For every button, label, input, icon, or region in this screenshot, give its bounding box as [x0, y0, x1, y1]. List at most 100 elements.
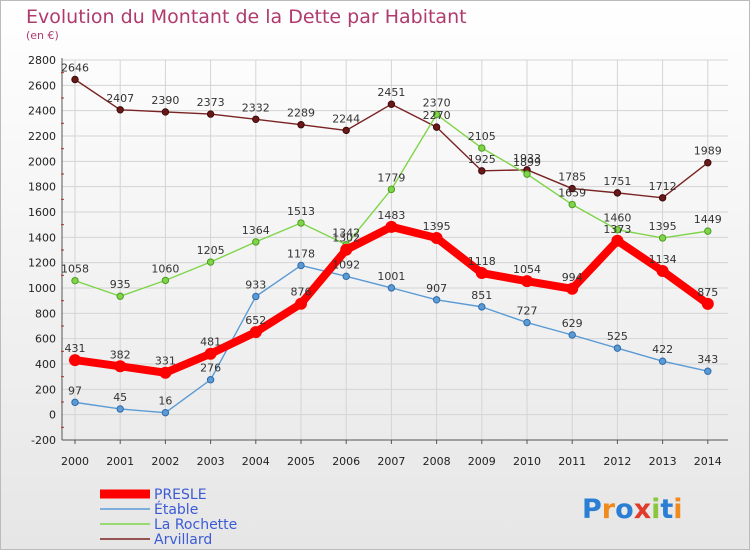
point-presle	[475, 267, 488, 280]
data-label-la-rochette: 2370	[423, 96, 451, 109]
x-tick-label: 2009	[468, 455, 496, 468]
point-arvillard	[568, 184, 576, 193]
point-la-rochette	[432, 110, 441, 119]
y-tick-label: 800	[35, 307, 56, 320]
point-arvillard	[342, 126, 350, 135]
x-tick-label: 2013	[649, 455, 677, 468]
data-label-la-rochette: 1779	[377, 171, 405, 184]
point-la-rochette	[252, 238, 260, 246]
data-label--table: 525	[607, 330, 628, 343]
point--table	[342, 272, 350, 281]
point-presle	[611, 234, 624, 247]
chart-title: Evolution du Montant de la Dette par Hab…	[26, 6, 467, 28]
data-label-arvillard: 1925	[468, 153, 496, 166]
data-label--table: 629	[562, 317, 583, 330]
x-tick-label: 2003	[197, 455, 225, 468]
logo-letter: o	[615, 494, 634, 525]
point--table	[387, 284, 396, 292]
data-label-arvillard: 1751	[603, 175, 631, 188]
x-tick-label: 2006	[332, 455, 360, 468]
data-label--table: 422	[652, 343, 673, 356]
y-tick-label: 2000	[28, 155, 56, 168]
point-la-rochette	[206, 258, 215, 266]
data-label--table: 1178	[287, 247, 315, 260]
x-tick-label: 2005	[287, 455, 315, 468]
data-label-la-rochette: 1449	[694, 213, 722, 226]
data-label--table: 851	[471, 289, 492, 302]
point-arvillard	[704, 159, 712, 167]
data-label--table: 1092	[332, 258, 360, 271]
data-label-la-rochette: 1342	[332, 227, 360, 240]
data-label-la-rochette: 1899	[513, 156, 541, 169]
data-label-presle: 431	[65, 342, 86, 355]
point-la-rochette	[297, 219, 305, 227]
y-tick-label: 2600	[28, 79, 56, 92]
point-la-rochette	[71, 276, 79, 285]
data-label-presle: 1373	[603, 223, 631, 236]
data-label--table: 16	[158, 395, 172, 408]
data-label-la-rochette: 935	[110, 278, 131, 291]
svg-text:Proxiti: Proxiti	[582, 494, 683, 525]
point--table	[116, 405, 124, 413]
data-label--table: 276	[200, 362, 221, 375]
y-tick-label: 0	[49, 409, 56, 422]
point-arvillard	[387, 100, 396, 108]
point-arvillard	[432, 123, 441, 131]
point-la-rochette	[658, 234, 667, 242]
x-tick-label: 2011	[558, 455, 586, 468]
point-la-rochette	[523, 170, 531, 178]
point-arvillard	[297, 121, 305, 129]
y-tick-label: 2400	[28, 105, 56, 118]
logo-letter: x	[634, 494, 651, 525]
data-label-la-rochette: 1364	[242, 224, 270, 237]
logo-letter: t	[660, 494, 673, 525]
point-presle	[340, 243, 353, 256]
data-label-la-rochette: 1659	[558, 187, 586, 200]
data-label-arvillard: 2289	[287, 107, 315, 120]
point--table	[161, 408, 170, 417]
point-arvillard	[252, 115, 260, 123]
point-la-rochette	[161, 276, 170, 285]
data-label-la-rochette: 1513	[287, 205, 315, 218]
x-tick-label: 2012	[603, 455, 631, 468]
data-label-arvillard: 2244	[332, 112, 360, 125]
data-label-arvillard: 1933	[513, 152, 541, 165]
x-tick-label: 2014	[694, 455, 722, 468]
point-presle	[566, 282, 579, 295]
point-presle	[249, 326, 262, 339]
data-label-arvillard: 1712	[649, 180, 677, 193]
data-label-arvillard: 2390	[151, 94, 179, 107]
point-arvillard	[613, 189, 622, 197]
point--table	[297, 261, 305, 270]
data-label-arvillard: 2407	[106, 92, 134, 105]
data-label--table: 727	[517, 305, 538, 318]
data-label-presle: 1302	[332, 232, 360, 245]
series-layer	[69, 75, 714, 417]
y-tick-label: 2800	[28, 54, 56, 67]
data-labels: 2646 2407 2390 2373 2332 2289 2244 2451 2270 1925…	[61, 62, 722, 408]
point--table	[432, 296, 441, 304]
point-la-rochette	[387, 185, 396, 194]
data-label--table: 343	[697, 353, 718, 366]
point--table	[568, 331, 576, 339]
point-la-rochette	[613, 226, 622, 234]
data-label--table: 1001	[377, 270, 405, 283]
data-label-arvillard: 2373	[197, 96, 225, 109]
y-tick-label: -200	[31, 434, 56, 447]
logo-letter: r	[602, 494, 616, 525]
x-tick-label: 2010	[513, 455, 541, 468]
y-tick-label: 1600	[28, 206, 56, 219]
point-presle	[69, 354, 81, 367]
data-label-presle: 1395	[423, 220, 451, 233]
y-tick-label: 1000	[28, 282, 56, 295]
data-label-presle: 382	[110, 348, 131, 361]
point-presle	[430, 231, 443, 244]
data-label-presle: 1054	[513, 263, 541, 276]
y-tick-label: 200	[35, 383, 56, 396]
x-tick-label: 2001	[106, 455, 134, 468]
point-presle	[204, 347, 217, 360]
legend-label--table: Étable	[154, 501, 198, 518]
data-label-presle: 876	[291, 286, 312, 299]
